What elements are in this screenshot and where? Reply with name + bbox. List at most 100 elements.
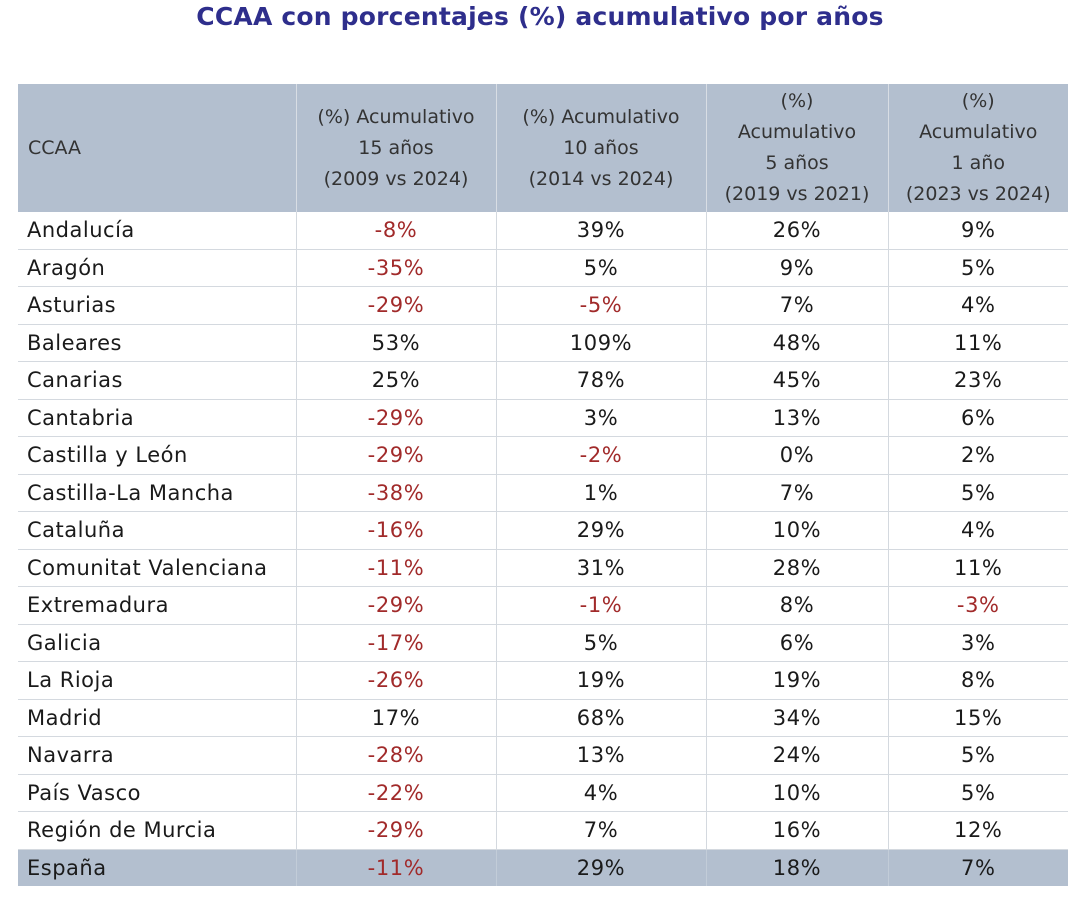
value-cell: 3% xyxy=(887,624,1068,662)
value-cell: 34% xyxy=(705,699,888,737)
column-header-line: (%) xyxy=(780,90,814,112)
value-cell: 53% xyxy=(295,324,496,362)
value-cell: 9% xyxy=(887,212,1068,250)
value-cell: 11% xyxy=(887,324,1068,362)
data-table: CCAA (%) Acumulativo 15 años (2009 vs 2024)… xyxy=(18,84,1068,886)
value-cell: 15% xyxy=(887,699,1068,737)
table-row: Navarra -28% 13% 24% 5% xyxy=(18,736,1068,775)
table-header: CCAA (%) Acumulativo 15 años (2009 vs 2024)… xyxy=(18,84,1068,212)
value-cell: -8% xyxy=(295,212,496,250)
value-cell: -11% xyxy=(295,549,496,587)
value-cell: 4% xyxy=(495,774,706,812)
value-cell: 18% xyxy=(705,849,888,886)
region-name: Asturias xyxy=(18,286,296,325)
value-cell: 68% xyxy=(495,699,706,737)
value-cell: 26% xyxy=(705,212,888,250)
value-cell: 31% xyxy=(495,549,706,587)
region-name: País Vasco xyxy=(18,774,296,812)
value-cell: 1% xyxy=(495,474,706,512)
table-row: Baleares 53% 109% 48% 11% xyxy=(18,324,1068,362)
column-header-3: (%) Acumulativo 5 años (2019 vs 2021) xyxy=(705,84,888,212)
region-name: Navarra xyxy=(18,736,296,775)
region-name: Comunitat Valenciana xyxy=(18,549,296,587)
value-cell: -29% xyxy=(295,399,496,437)
value-cell: 48% xyxy=(705,324,888,362)
table-row: Cantabria -29% 3% 13% 6% xyxy=(18,399,1068,437)
value-cell: 39% xyxy=(495,212,706,250)
region-name: Canarias xyxy=(18,361,296,400)
value-cell: 5% xyxy=(495,624,706,662)
column-header-line: CCAA xyxy=(28,136,82,159)
table-row: Región de Murcia -29% 7% 16% 12% xyxy=(18,811,1068,850)
value-cell: -22% xyxy=(295,774,496,812)
column-header-4: (%) Acumulativo 1 año (2023 vs 2024) xyxy=(887,84,1068,212)
value-cell: 2% xyxy=(887,436,1068,475)
column-header-line: (2014 vs 2024) xyxy=(528,167,674,190)
column-header-line: 1 año xyxy=(951,152,1005,174)
total-row: España -11% 29% 18% 7% xyxy=(18,849,1068,886)
table-row: País Vasco -22% 4% 10% 5% xyxy=(18,774,1068,812)
table-row: Castilla-La Mancha -38% 1% 7% 5% xyxy=(18,474,1068,512)
column-header-line: (%) Acumulativo xyxy=(317,105,475,128)
table-row: Andalucía -8% 39% 26% 9% xyxy=(18,212,1068,250)
value-cell: -38% xyxy=(295,474,496,512)
table-row: La Rioja -26% 19% 19% 8% xyxy=(18,661,1068,700)
value-cell: -29% xyxy=(295,586,496,625)
value-cell: 5% xyxy=(887,774,1068,812)
value-cell: 5% xyxy=(495,249,706,287)
region-name: España xyxy=(18,849,296,886)
value-cell: 25% xyxy=(295,361,496,400)
chart-title: CCAA con porcentajes (%) acumulativo por… xyxy=(196,2,884,31)
region-name: Región de Murcia xyxy=(18,811,296,850)
value-cell: 19% xyxy=(495,661,706,700)
value-cell: 4% xyxy=(887,286,1068,325)
value-cell: -17% xyxy=(295,624,496,662)
value-cell: -28% xyxy=(295,736,496,775)
header-row: CCAA (%) Acumulativo 15 años (2009 vs 2024)… xyxy=(18,84,1068,212)
value-cell: 29% xyxy=(495,849,706,886)
table-row: Castilla y León -29% -2% 0% 2% xyxy=(18,436,1068,475)
value-cell: 8% xyxy=(705,586,888,625)
value-cell: -3% xyxy=(887,586,1068,625)
column-header-line: Acumulativo xyxy=(737,121,857,143)
region-name: Baleares xyxy=(18,324,296,362)
value-cell: 13% xyxy=(705,399,888,437)
region-name: Extremadura xyxy=(18,586,296,625)
value-cell: 0% xyxy=(705,436,888,475)
region-name: Castilla y León xyxy=(18,436,296,475)
value-cell: 16% xyxy=(705,811,888,850)
table-row: Comunitat Valenciana -11% 31% 28% 11% xyxy=(18,549,1068,587)
value-cell: 6% xyxy=(705,624,888,662)
value-cell: 12% xyxy=(887,811,1068,850)
region-name: Madrid xyxy=(18,699,296,737)
value-cell: 5% xyxy=(887,736,1068,775)
table-row: Cataluña -16% 29% 10% 4% xyxy=(18,511,1068,550)
value-cell: 24% xyxy=(705,736,888,775)
column-header-line: 5 años xyxy=(765,152,829,174)
value-cell: 7% xyxy=(495,811,706,850)
value-cell: 29% xyxy=(495,511,706,550)
region-name: Aragón xyxy=(18,249,296,287)
region-name: La Rioja xyxy=(18,661,296,700)
value-cell: -26% xyxy=(295,661,496,700)
table-row: Madrid 17% 68% 34% 15% xyxy=(18,699,1068,737)
value-cell: 10% xyxy=(705,511,888,550)
column-header-2: (%) Acumulativo 10 años (2014 vs 2024) xyxy=(495,84,706,212)
value-cell: -2% xyxy=(495,436,706,475)
value-cell: 7% xyxy=(705,286,888,325)
value-cell: 9% xyxy=(705,249,888,287)
region-name: Castilla-La Mancha xyxy=(18,474,296,512)
value-cell: 11% xyxy=(887,549,1068,587)
region-name: Cantabria xyxy=(18,399,296,437)
value-cell: -29% xyxy=(295,286,496,325)
column-header-line: Acumulativo xyxy=(919,121,1038,143)
value-cell: 8% xyxy=(887,661,1068,700)
value-cell: 3% xyxy=(495,399,706,437)
column-header-ccaa: CCAA xyxy=(18,84,296,212)
value-cell: 10% xyxy=(705,774,888,812)
value-cell: -1% xyxy=(495,586,706,625)
column-header-line: (%) xyxy=(961,90,995,112)
value-cell: 5% xyxy=(887,474,1068,512)
table-row: Aragón -35% 5% 9% 5% xyxy=(18,249,1068,287)
table-row: Canarias 25% 78% 45% 23% xyxy=(18,361,1068,400)
